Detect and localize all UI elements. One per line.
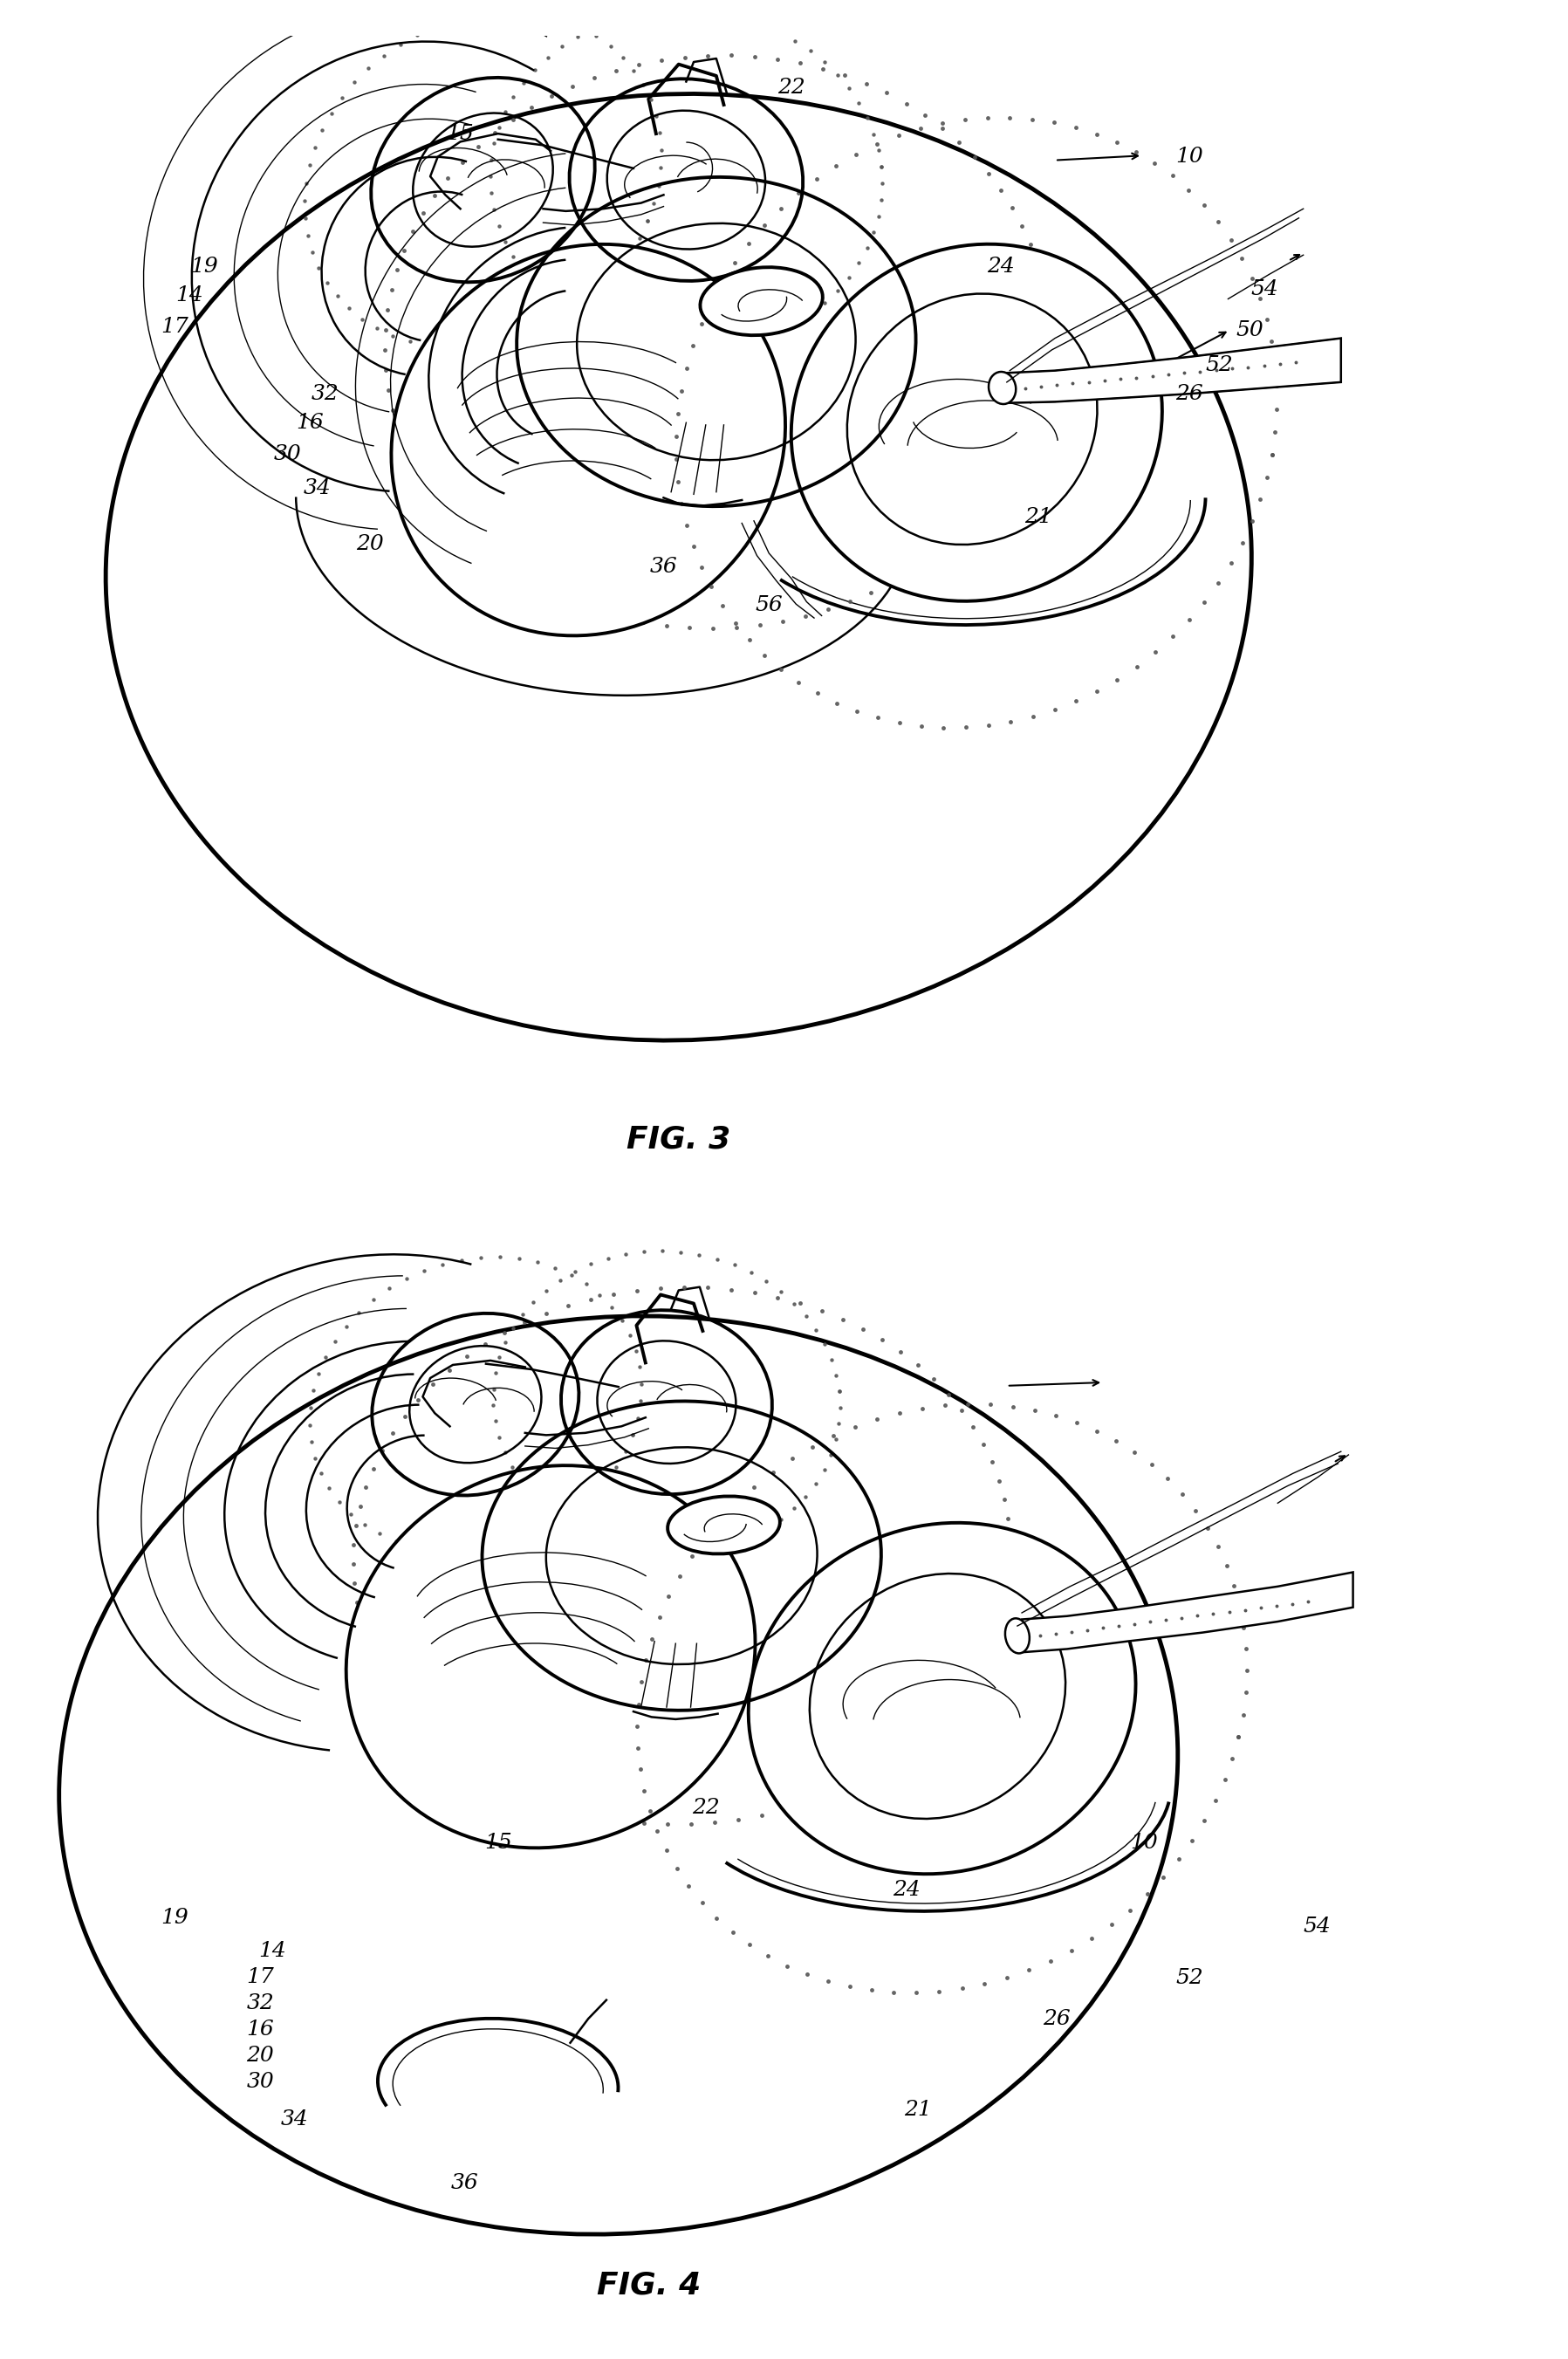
Text: 26: 26 [1043,2008,1071,2029]
Text: FIG. 3: FIG. 3 [627,1125,731,1154]
Text: 22: 22 [778,78,806,97]
Polygon shape [1022,1571,1353,1651]
Ellipse shape [989,373,1016,403]
Text: 54: 54 [1251,281,1278,300]
Text: 14: 14 [259,1941,285,1960]
Text: 14: 14 [176,285,204,307]
Text: 15: 15 [447,123,474,144]
Text: 22: 22 [691,1798,720,1819]
Text: FIG. 4: FIG. 4 [596,2269,701,2300]
Text: 54: 54 [1303,1916,1331,1937]
Ellipse shape [668,1496,779,1555]
Text: 32: 32 [310,385,339,403]
Ellipse shape [1005,1618,1030,1654]
Text: 52: 52 [1206,354,1232,375]
Text: 30: 30 [246,2071,274,2092]
Polygon shape [1007,337,1341,403]
Text: 36: 36 [649,557,677,578]
Text: 15: 15 [485,1833,511,1854]
Text: 34: 34 [304,479,331,498]
Text: 20: 20 [356,533,384,554]
Text: 21: 21 [1025,507,1052,528]
Ellipse shape [748,1524,1135,1873]
Text: 36: 36 [452,2173,478,2194]
Text: 30: 30 [273,443,301,465]
Text: 32: 32 [246,1993,274,2012]
Text: 34: 34 [281,2109,309,2130]
Text: 17: 17 [160,316,188,337]
Text: 19: 19 [160,1908,188,1927]
Text: 26: 26 [1176,385,1203,403]
Text: 20: 20 [246,2045,274,2066]
Text: 56: 56 [756,594,782,616]
Ellipse shape [347,1465,756,1847]
Text: 10: 10 [1131,1833,1157,1854]
Text: 17: 17 [246,1967,274,1986]
Ellipse shape [792,243,1162,602]
Text: 16: 16 [296,413,323,432]
Text: 16: 16 [246,2019,274,2041]
Text: 24: 24 [988,257,1014,276]
Text: 21: 21 [905,2100,931,2121]
Ellipse shape [392,245,786,635]
Text: 24: 24 [892,1880,920,1901]
Text: 19: 19 [191,257,218,276]
Text: 52: 52 [1176,1967,1203,1989]
Text: 50: 50 [1236,321,1264,340]
Ellipse shape [701,267,823,335]
Text: 10: 10 [1176,146,1203,167]
